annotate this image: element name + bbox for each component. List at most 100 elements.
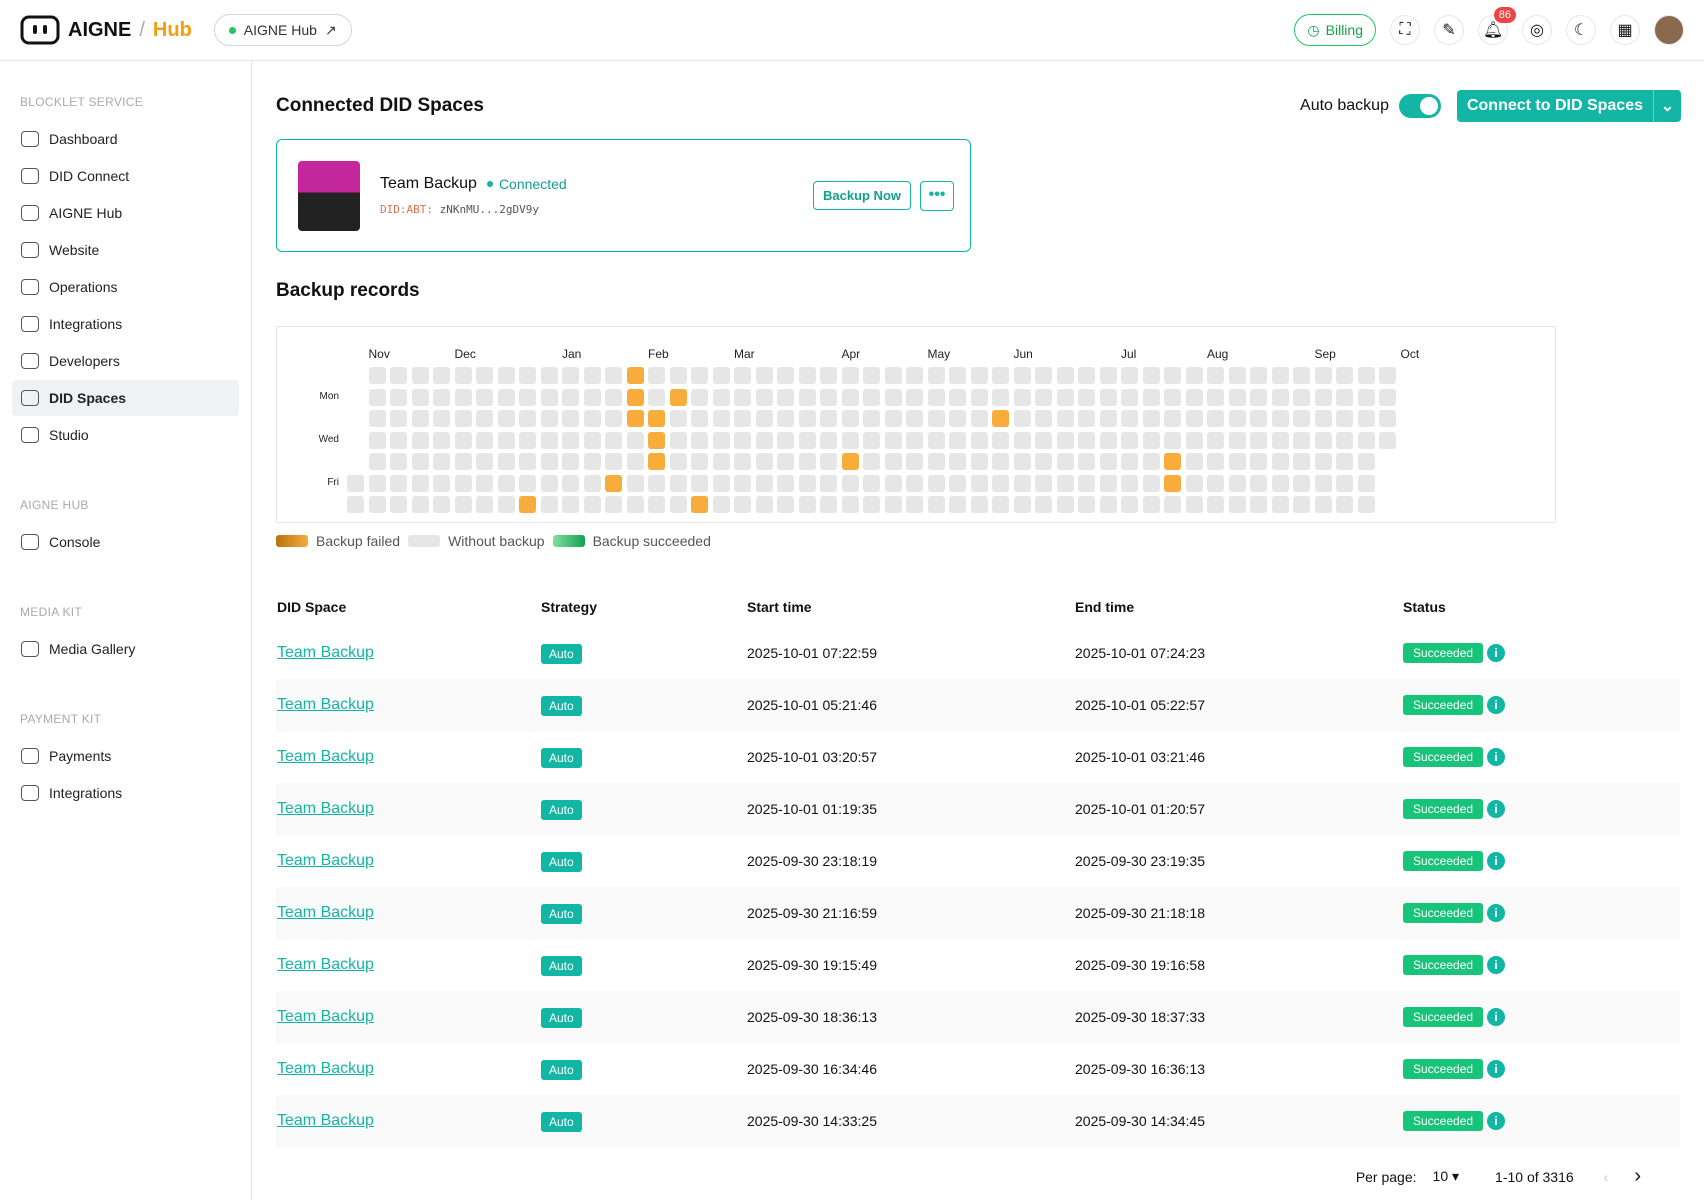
empty-day[interactable] [497, 388, 515, 406]
empty-day[interactable] [390, 367, 407, 384]
empty-day[interactable] [390, 431, 407, 449]
empty-day[interactable] [497, 431, 515, 449]
empty-day[interactable] [1207, 367, 1224, 384]
empty-day[interactable] [1314, 453, 1332, 470]
empty-day[interactable] [390, 410, 407, 427]
empty-day[interactable] [820, 453, 837, 470]
empty-day[interactable] [1056, 388, 1074, 406]
empty-day[interactable] [540, 410, 558, 427]
empty-day[interactable] [712, 367, 730, 384]
empty-day[interactable] [454, 431, 472, 449]
empty-day[interactable] [884, 453, 902, 470]
empty-day[interactable] [691, 410, 708, 427]
empty-day[interactable] [1314, 410, 1332, 427]
info-icon[interactable]: i [1487, 1060, 1506, 1079]
empty-day[interactable] [583, 431, 601, 449]
failed-day[interactable] [605, 474, 622, 492]
empty-day[interactable] [1250, 496, 1267, 513]
empty-day[interactable] [390, 474, 407, 492]
empty-day[interactable] [1314, 388, 1332, 406]
empty-day[interactable] [411, 496, 429, 513]
empty-day[interactable] [1314, 474, 1332, 492]
empty-day[interactable] [1250, 367, 1267, 384]
empty-day[interactable] [820, 496, 837, 513]
empty-day[interactable] [1013, 410, 1031, 427]
empty-day[interactable] [777, 367, 794, 384]
next-page[interactable]: › [1634, 1165, 1641, 1187]
empty-day[interactable] [712, 431, 730, 449]
empty-day[interactable] [433, 431, 450, 449]
empty-day[interactable] [497, 410, 515, 427]
language-button[interactable]: ◎ [1522, 15, 1552, 45]
auto-backup-toggle[interactable] [1398, 94, 1441, 118]
empty-day[interactable] [1336, 388, 1353, 406]
empty-day[interactable] [454, 496, 472, 513]
app-chip[interactable]: AIGNE Hub ↗ [213, 14, 352, 46]
info-icon[interactable]: i [1487, 644, 1506, 663]
empty-day[interactable] [454, 367, 472, 384]
empty-day[interactable] [1293, 474, 1310, 492]
empty-day[interactable] [841, 496, 859, 513]
nav-item[interactable]: Integrations [12, 306, 239, 342]
empty-day[interactable] [476, 431, 493, 449]
info-icon[interactable]: i [1487, 956, 1506, 975]
empty-day[interactable] [605, 367, 622, 384]
empty-day[interactable] [1099, 453, 1117, 470]
empty-day[interactable] [884, 367, 902, 384]
space-link[interactable]: Team Backup [277, 644, 374, 661]
empty-day[interactable] [1336, 431, 1353, 449]
empty-day[interactable] [1056, 410, 1074, 427]
empty-day[interactable] [820, 388, 837, 406]
empty-day[interactable] [970, 453, 988, 470]
empty-day[interactable] [1142, 453, 1160, 470]
empty-day[interactable] [820, 474, 837, 492]
empty-day[interactable] [1185, 388, 1203, 406]
empty-day[interactable] [476, 496, 493, 513]
empty-day[interactable] [626, 453, 644, 470]
empty-day[interactable] [497, 453, 515, 470]
empty-day[interactable] [454, 474, 472, 492]
empty-day[interactable] [390, 388, 407, 406]
empty-day[interactable] [669, 410, 687, 427]
empty-day[interactable] [1142, 431, 1160, 449]
empty-day[interactable] [927, 496, 945, 513]
empty-day[interactable] [519, 410, 536, 427]
empty-day[interactable] [1357, 388, 1375, 406]
empty-day[interactable] [1271, 431, 1289, 449]
empty-day[interactable] [562, 431, 579, 449]
empty-day[interactable] [691, 431, 708, 449]
failed-day[interactable] [648, 410, 665, 427]
info-icon[interactable]: i [1487, 748, 1506, 767]
empty-day[interactable] [970, 388, 988, 406]
empty-day[interactable] [411, 410, 429, 427]
space-link[interactable]: Team Backup [277, 852, 374, 869]
empty-day[interactable] [755, 410, 773, 427]
empty-day[interactable] [755, 431, 773, 449]
empty-day[interactable] [1013, 496, 1031, 513]
empty-day[interactable] [1379, 388, 1396, 406]
failed-day[interactable] [626, 388, 644, 406]
empty-day[interactable] [1250, 474, 1267, 492]
empty-day[interactable] [1357, 496, 1375, 513]
empty-day[interactable] [841, 388, 859, 406]
empty-day[interactable] [1035, 410, 1052, 427]
empty-day[interactable] [669, 367, 687, 384]
empty-day[interactable] [1207, 410, 1224, 427]
theme-button[interactable]: ☾ [1566, 15, 1596, 45]
empty-day[interactable] [734, 367, 751, 384]
empty-day[interactable] [1121, 496, 1138, 513]
empty-day[interactable] [755, 496, 773, 513]
empty-day[interactable] [1056, 367, 1074, 384]
empty-day[interactable] [927, 388, 945, 406]
empty-day[interactable] [669, 453, 687, 470]
connect-button[interactable]: Connect to DID Spaces ⌄ [1456, 90, 1681, 122]
nav-item[interactable]: DID Spaces [12, 380, 239, 416]
empty-day[interactable] [1314, 431, 1332, 449]
empty-day[interactable] [863, 474, 880, 492]
empty-day[interactable] [712, 388, 730, 406]
empty-day[interactable] [1099, 367, 1117, 384]
empty-day[interactable] [1121, 453, 1138, 470]
failed-day[interactable] [648, 431, 665, 449]
empty-day[interactable] [519, 453, 536, 470]
empty-day[interactable] [863, 431, 880, 449]
